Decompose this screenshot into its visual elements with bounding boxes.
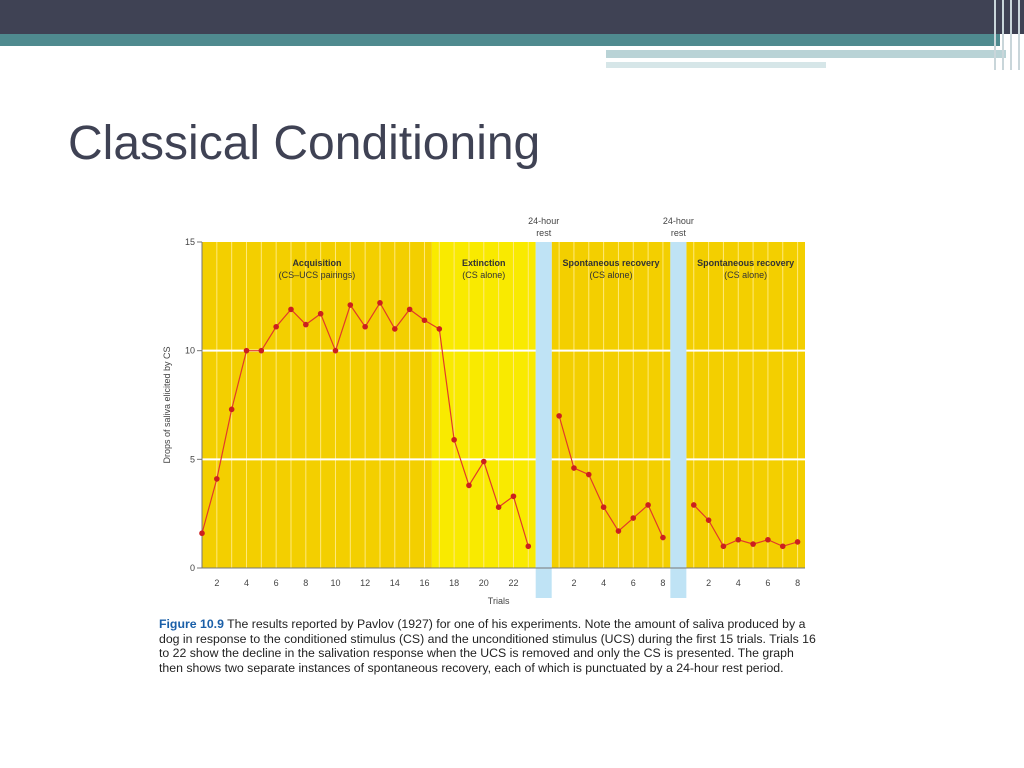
acquisition-extinction-point xyxy=(347,302,354,308)
acquisition-extinction-point xyxy=(510,493,517,500)
y-tick-label: 5 xyxy=(190,454,195,464)
x-tick-label: 10 xyxy=(330,578,340,588)
phase-title: Spontaneous recovery xyxy=(563,258,660,268)
phase-title: Acquisition xyxy=(292,258,341,268)
caption-label: Figure 10.9 xyxy=(159,617,224,631)
recovery-2-point xyxy=(750,541,756,547)
x-tick-label: 4 xyxy=(736,578,741,588)
x-tick-label: 8 xyxy=(660,578,665,588)
accent-stripe-light xyxy=(606,50,1006,58)
x-tick-label: 4 xyxy=(244,578,249,588)
phase-title: Extinction xyxy=(462,258,506,268)
figure-caption: Figure 10.9 The results reported by Pavl… xyxy=(159,617,819,675)
recovery-2-point xyxy=(765,536,771,543)
acquisition-extinction-point xyxy=(317,310,324,317)
y-axis-label: Drops of saliva elicited by CS xyxy=(162,346,172,463)
pavlov-chart: 24-hour rest 24-hour rest 0 5 10 15 Drops of sal… xyxy=(162,216,805,606)
x-tick-label: 6 xyxy=(765,578,770,588)
x-tick-label: 18 xyxy=(449,578,459,588)
recovery-2-point xyxy=(735,536,742,543)
recovery-1-point xyxy=(615,528,622,534)
acquisition-extinction-point xyxy=(406,306,413,313)
decorative-rules xyxy=(990,0,1024,70)
x-tick-label: 2 xyxy=(214,578,219,588)
recovery-1-point xyxy=(630,515,637,521)
x-tick-label: 8 xyxy=(795,578,800,588)
acquisition-extinction-point xyxy=(421,317,428,324)
phase-subtitle: (CS alone) xyxy=(724,270,767,280)
acquisition-extinction-point xyxy=(436,326,443,332)
acquisition-extinction-point xyxy=(273,323,279,330)
acquisition-extinction-point xyxy=(480,458,487,465)
phase-subtitle: (CS–UCS pairings) xyxy=(279,270,356,280)
header-band xyxy=(0,0,1024,34)
recovery-2-point xyxy=(779,543,786,550)
acquisition-extinction-point xyxy=(495,504,502,510)
caption-text: The results reported by Pavlov (1927) fo… xyxy=(159,617,816,675)
rest-bar-1 xyxy=(535,242,552,598)
acquisition-extinction-point xyxy=(525,543,532,550)
acquisition-extinction-point xyxy=(258,347,265,354)
acquisition-extinction-point xyxy=(303,321,309,328)
x-tick-label: 20 xyxy=(479,578,489,588)
y-tick-label: 10 xyxy=(185,346,195,356)
recovery-2-point xyxy=(705,517,712,523)
acquisition-extinction-point xyxy=(362,323,368,330)
acquisition-extinction-point xyxy=(199,530,205,537)
recovery-2-point xyxy=(794,539,801,545)
recovery-region-2 xyxy=(686,242,805,568)
y-tick-label: 0 xyxy=(190,563,195,573)
acquisition-extinction-point xyxy=(451,436,457,443)
x-tick-label: 22 xyxy=(508,578,518,588)
acquisition-extinction-point xyxy=(466,482,472,489)
x-tick-label: 16 xyxy=(419,578,429,588)
recovery-1-point xyxy=(556,413,562,419)
x-axis-label: Trials xyxy=(488,596,510,606)
recovery-2-point xyxy=(720,543,727,550)
acquisition-extinction-point xyxy=(288,306,294,313)
phase-title: Spontaneous recovery xyxy=(697,258,794,268)
x-tick-label: 14 xyxy=(390,578,400,588)
acquisition-region xyxy=(202,242,432,568)
acquisition-extinction-point xyxy=(332,347,339,354)
recovery-2-point xyxy=(690,502,697,508)
phase-subtitle: (CS alone) xyxy=(590,270,633,280)
recovery-1-point xyxy=(600,504,607,510)
x-tick-label: 6 xyxy=(631,578,636,588)
accent-stripe xyxy=(0,34,1000,46)
y-tick-label: 15 xyxy=(185,237,195,247)
acquisition-extinction-point xyxy=(377,300,383,306)
x-tick-label: 2 xyxy=(706,578,711,588)
acquisition-extinction-point xyxy=(228,406,235,413)
recovery-region-1 xyxy=(551,242,671,568)
recovery-1-point xyxy=(585,471,592,478)
rest-bar-2 xyxy=(670,242,687,598)
x-tick-label: 6 xyxy=(274,578,279,588)
rest-label-line2: rest xyxy=(671,228,687,238)
recovery-1-point xyxy=(571,465,577,471)
acquisition-extinction-point xyxy=(392,326,398,332)
rest-label-line1: 24-hour xyxy=(528,216,559,226)
phase-subtitle: (CS alone) xyxy=(462,270,505,280)
acquisition-extinction-point xyxy=(214,476,220,482)
slide-title: Classical Conditioning xyxy=(68,117,541,170)
x-tick-label: 8 xyxy=(303,578,308,588)
x-tick-label: 4 xyxy=(601,578,606,588)
x-tick-label: 12 xyxy=(360,578,370,588)
accent-stripe-lighter xyxy=(606,62,826,68)
x-tick-label: 2 xyxy=(571,578,576,588)
recovery-1-point xyxy=(660,534,666,541)
recovery-1-point xyxy=(645,502,651,508)
acquisition-extinction-point xyxy=(243,347,250,354)
rest-label-line1: 24-hour xyxy=(663,216,694,226)
rest-label-line2: rest xyxy=(536,228,552,238)
